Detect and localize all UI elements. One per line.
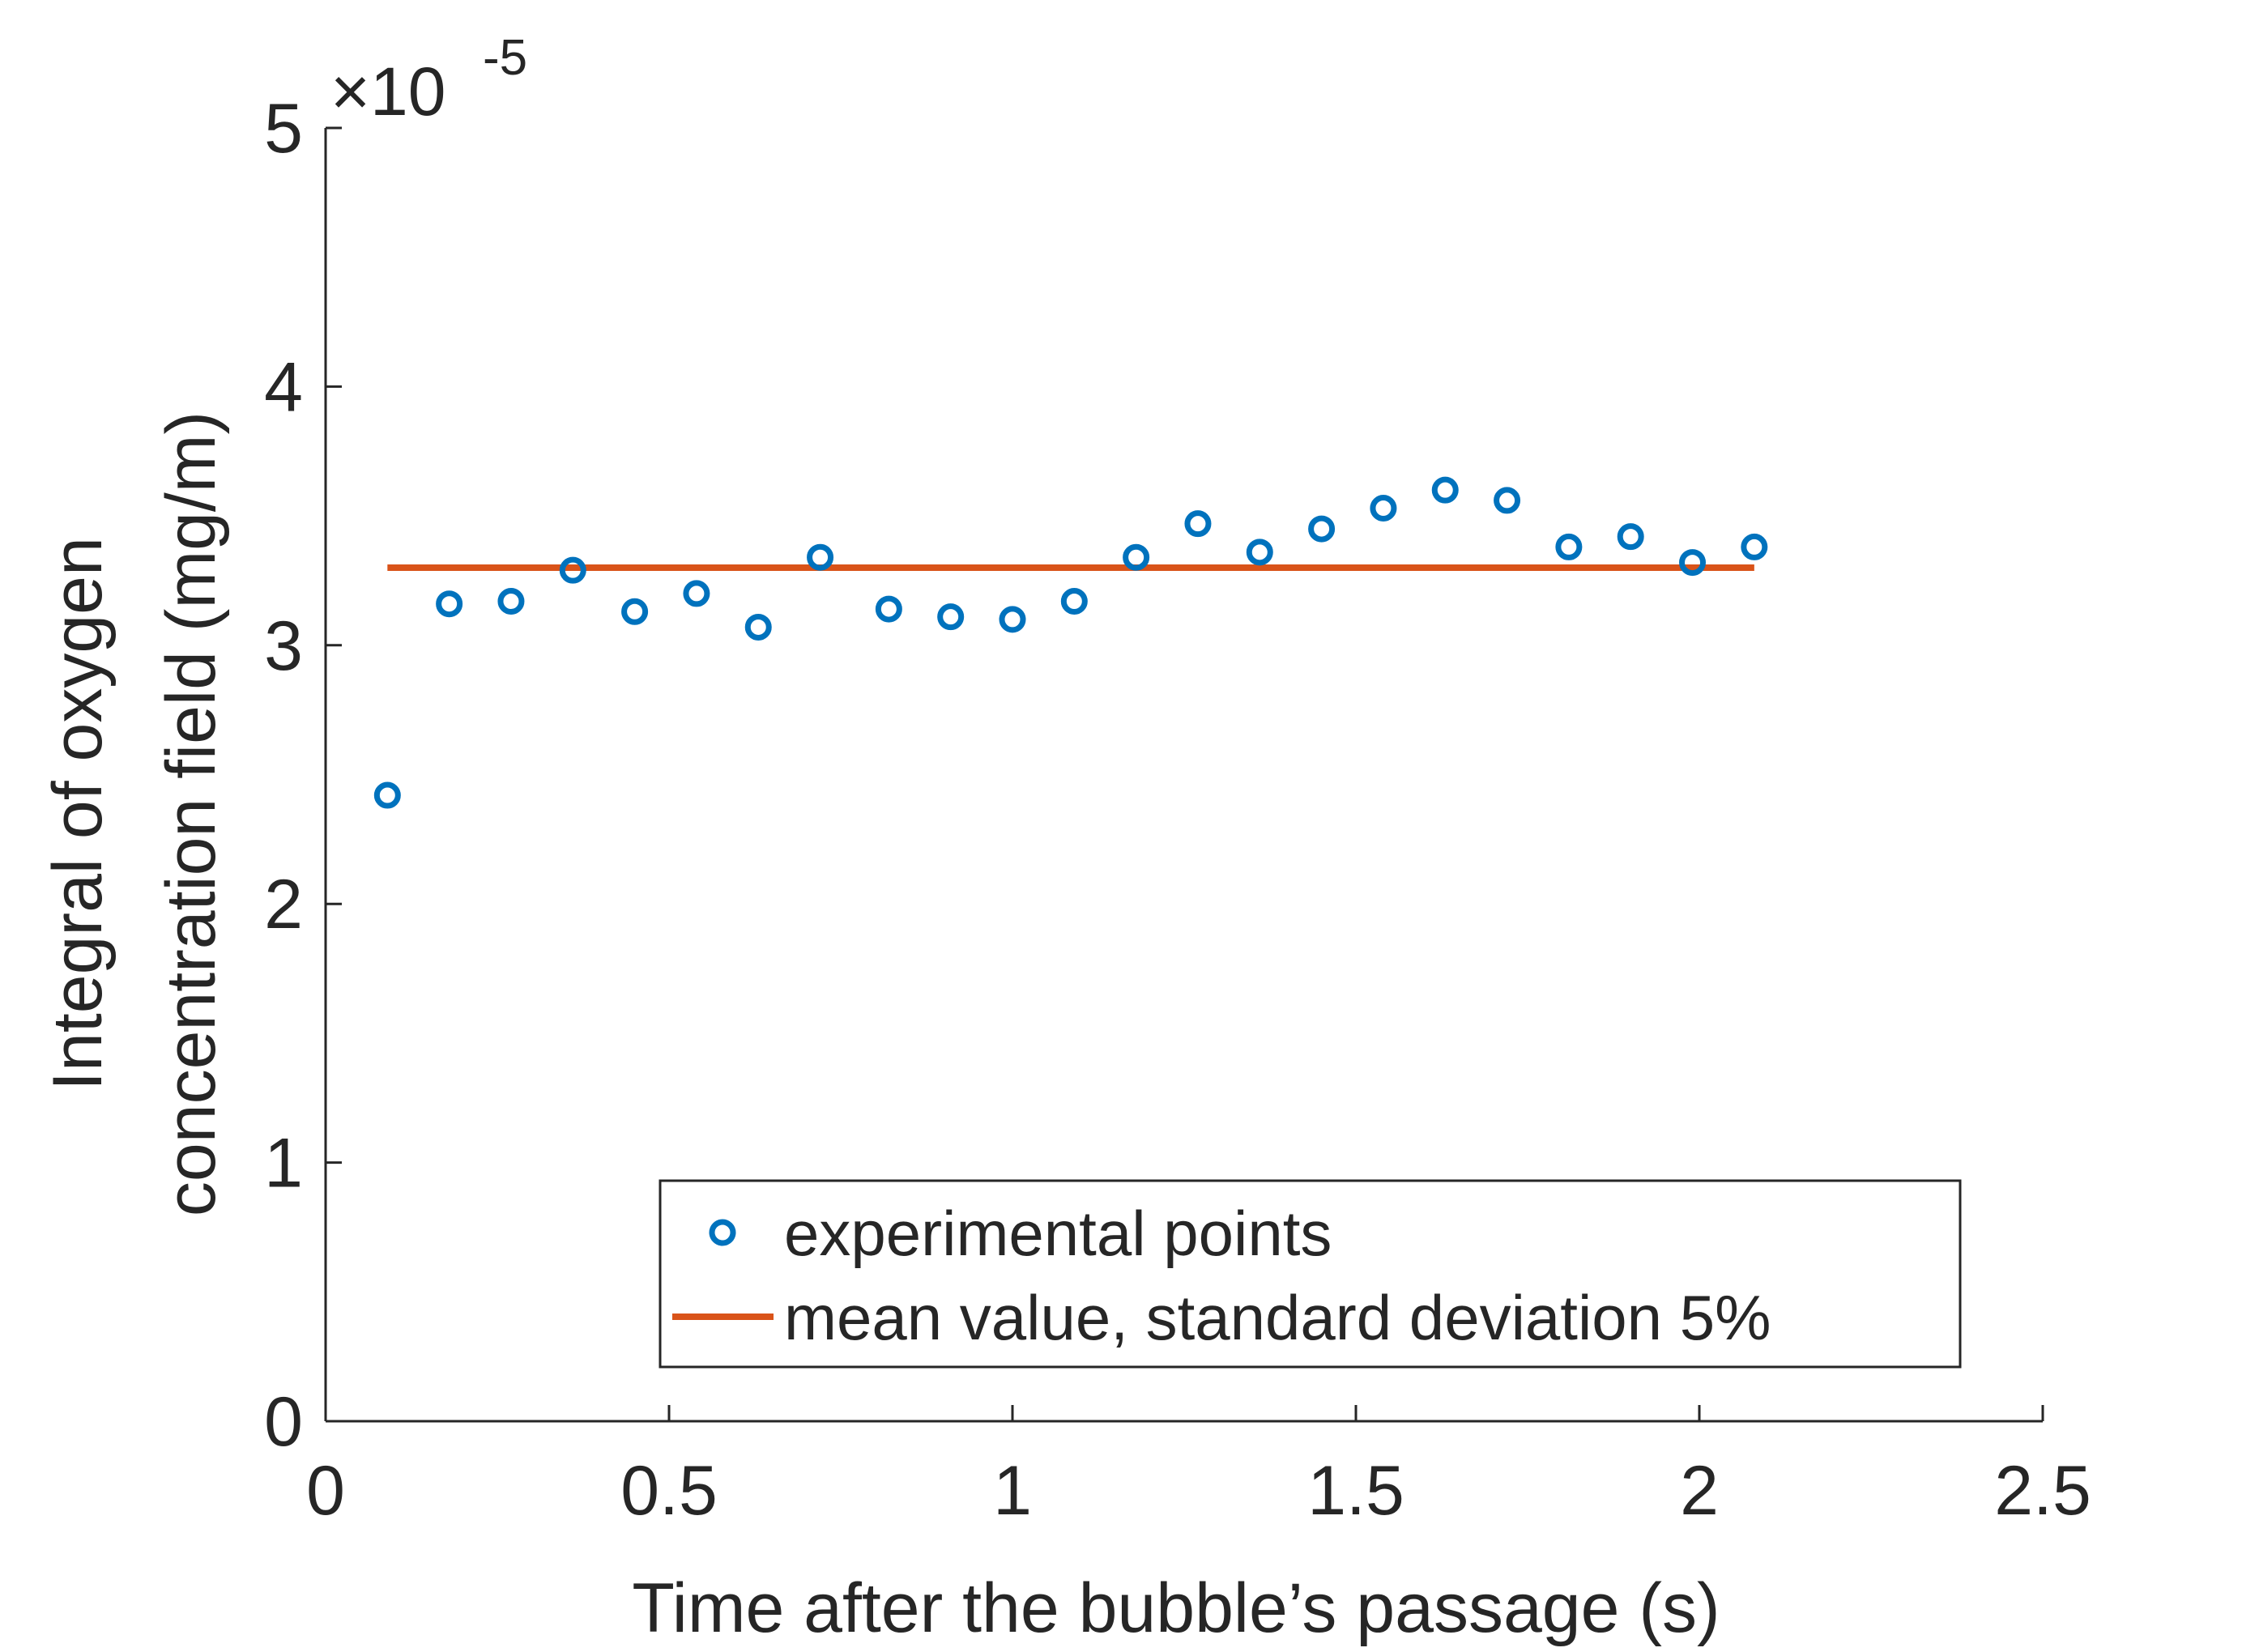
legend-label-experimental: experimental points bbox=[784, 1198, 1332, 1269]
data-point bbox=[1431, 476, 1459, 504]
y-tick-label: 4 bbox=[264, 348, 303, 426]
data-point bbox=[436, 590, 463, 618]
axes bbox=[324, 128, 2043, 1423]
x-tick-label: 0 bbox=[306, 1452, 345, 1530]
data-point bbox=[1246, 539, 1273, 566]
data-point bbox=[875, 595, 902, 623]
data-point bbox=[1741, 533, 1768, 560]
data-point bbox=[559, 556, 586, 584]
x-tick-label: 1 bbox=[993, 1452, 1032, 1530]
data-point bbox=[1617, 523, 1644, 551]
legend: experimental points mean value, standard… bbox=[659, 1179, 1962, 1369]
data-point bbox=[1555, 533, 1583, 560]
tick-labels: 0 0.5 1 1.5 2 2.5 0 1 2 3 4 5 bbox=[264, 90, 2091, 1530]
y-axis-title-line2: concentration field (mg/m) bbox=[152, 411, 230, 1216]
data-point bbox=[999, 606, 1026, 633]
legend-box bbox=[659, 1179, 1962, 1369]
data-point bbox=[937, 603, 965, 631]
y-exponent-power: -5 bbox=[483, 30, 527, 86]
legend-marker-experimental bbox=[709, 1219, 736, 1246]
y-tick-label: 0 bbox=[264, 1383, 303, 1461]
y-tick-label: 2 bbox=[264, 866, 303, 943]
data-point bbox=[807, 543, 834, 571]
y-axis-title-line1: Integral of oxygen bbox=[39, 537, 117, 1091]
data-point bbox=[497, 588, 525, 615]
data-point bbox=[621, 598, 649, 625]
y-tick-label: 1 bbox=[264, 1125, 303, 1203]
data-point bbox=[1123, 543, 1150, 571]
data-point bbox=[373, 781, 401, 809]
data-point bbox=[1184, 510, 1212, 538]
data-point bbox=[1679, 549, 1707, 577]
data-point bbox=[744, 613, 772, 641]
x-tick-label: 0.5 bbox=[620, 1452, 718, 1530]
legend-label-mean: mean value, standard deviation 5% bbox=[784, 1282, 1771, 1353]
data-point bbox=[1308, 515, 1336, 543]
x-tick-label: 2.5 bbox=[1994, 1452, 2091, 1530]
y-tick-label: 3 bbox=[264, 607, 303, 685]
series-experimental-points bbox=[373, 476, 1768, 809]
x-tick-label: 1.5 bbox=[1307, 1452, 1404, 1530]
data-point bbox=[1494, 487, 1521, 514]
data-point bbox=[1060, 588, 1088, 615]
data-point bbox=[683, 580, 710, 607]
ticks bbox=[324, 126, 2044, 1423]
x-axis-title: Time after the bubble’s passage (s) bbox=[632, 1569, 1720, 1647]
x-tick-label: 2 bbox=[1680, 1452, 1719, 1530]
data-point bbox=[1370, 495, 1397, 522]
y-tick-label: 5 bbox=[264, 90, 303, 168]
y-exponent-base: ×10 bbox=[330, 53, 446, 130]
